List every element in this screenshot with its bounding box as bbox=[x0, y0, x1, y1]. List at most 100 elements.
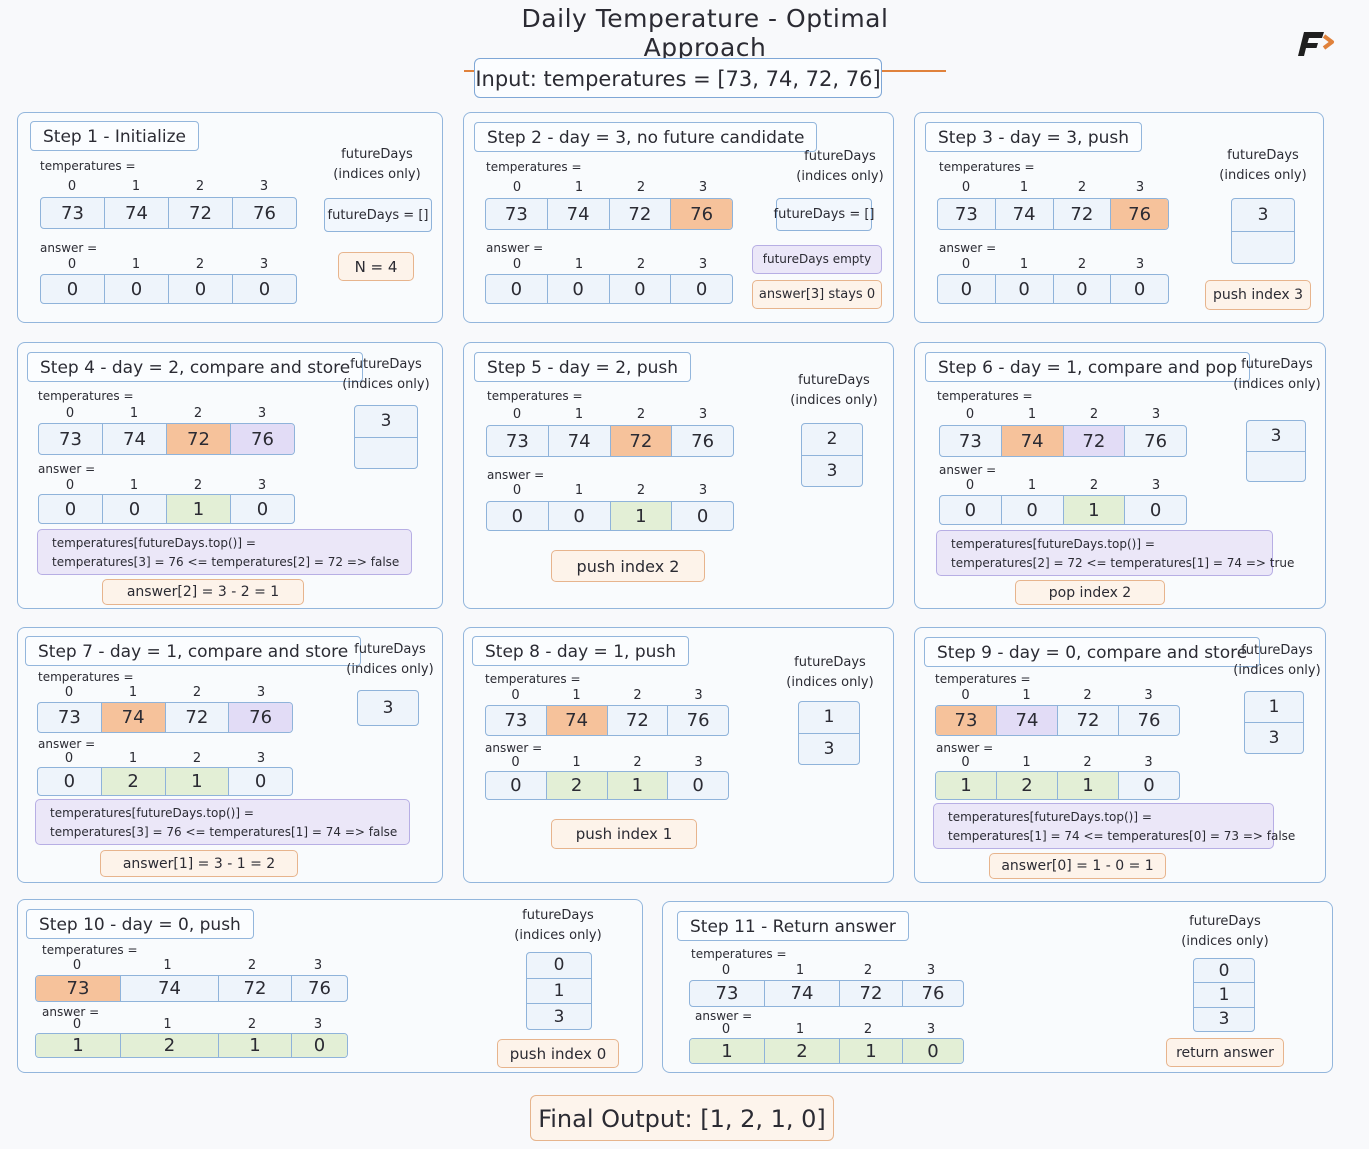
answer-cell-filled: 1 bbox=[167, 495, 231, 523]
temperatures-array: 73 74 72 76 bbox=[689, 980, 964, 1007]
pop-note: pop index 2 bbox=[1015, 580, 1165, 605]
future-days-label: futureDays bbox=[341, 147, 413, 162]
answer-cell-filled: 1 bbox=[1058, 772, 1119, 799]
comparison-line-1: temperatures[futureDays.top()] = bbox=[50, 806, 254, 820]
future-days-stack: 3 bbox=[354, 405, 418, 469]
temperatures-array: 73 74 72 76 bbox=[939, 425, 1187, 457]
page-title: Daily Temperature - Optimal Approach bbox=[464, 4, 946, 72]
future-days-stack: 3 bbox=[1246, 420, 1306, 482]
comparison-note: temperatures[futureDays.top()] = tempera… bbox=[37, 529, 412, 575]
brand-logo-icon bbox=[1294, 26, 1338, 64]
step-title: Step 4 - day = 2, compare and store bbox=[27, 352, 364, 382]
comparison-line-2: temperatures[2] = 72 <= temperatures[1] … bbox=[951, 556, 1295, 570]
indices-only-label: (indices only) bbox=[1233, 663, 1321, 678]
indices-only-label: (indices only) bbox=[346, 662, 434, 677]
answer-cell: 0 bbox=[169, 275, 233, 303]
index-label: 1 bbox=[572, 755, 581, 770]
index-label: 2 bbox=[193, 478, 203, 493]
stack-cell: 1 bbox=[1245, 692, 1303, 723]
index-label: 3 bbox=[256, 751, 266, 766]
index-label: 2 bbox=[636, 257, 646, 272]
answer-label: answer = bbox=[939, 241, 997, 255]
index-label: 3 bbox=[257, 478, 267, 493]
temp-cell: 76 bbox=[1144, 430, 1168, 452]
index-label: 2 bbox=[1077, 180, 1087, 195]
temp-cell: 76 bbox=[686, 710, 710, 731]
answer-label: answer = bbox=[936, 741, 994, 755]
comparison-note: temperatures[futureDays.top()] = tempera… bbox=[35, 799, 410, 845]
stack-cell: 1 bbox=[799, 702, 859, 734]
future-days-empty-note: futureDays empty bbox=[752, 245, 882, 274]
temperatures-label: temperatures = bbox=[935, 672, 1031, 686]
temp-cell: 74 bbox=[121, 976, 219, 1001]
stack-cell: 3 bbox=[1218, 1009, 1230, 1030]
index-label: 1 bbox=[163, 958, 172, 973]
answer-array: 0 0 1 0 bbox=[939, 495, 1187, 525]
future-days-stack: 1 3 bbox=[798, 701, 860, 765]
temp-cell: 72 bbox=[1058, 706, 1119, 735]
indices-only-label: (indices only) bbox=[342, 377, 430, 392]
step-10-panel: Step 10 - day = 0, push temperatures = 0… bbox=[17, 899, 643, 1073]
answer-array: 1 2 1 0 bbox=[689, 1038, 964, 1064]
temperatures-array: 73 74 72 76 bbox=[40, 197, 297, 229]
answer-cell: 0 bbox=[254, 771, 267, 792]
indices-only-label: (indices only) bbox=[1233, 377, 1321, 392]
answer-cell-filled: 1 bbox=[840, 1039, 903, 1063]
index-label: 2 bbox=[636, 483, 646, 498]
temp-cell: 74 bbox=[765, 981, 840, 1006]
answer-label: answer = bbox=[42, 1005, 100, 1019]
temp-cell: 72 bbox=[608, 706, 669, 735]
answer-cell: 0 bbox=[486, 772, 547, 799]
answer-cell-filled: 1 bbox=[1063, 496, 1126, 524]
answer-label: answer = bbox=[38, 462, 96, 476]
step-title: Step 6 - day = 1, compare and pop bbox=[925, 352, 1251, 382]
temperatures-label: temperatures = bbox=[939, 160, 1035, 174]
future-days-label: futureDays bbox=[1241, 643, 1313, 658]
step-title: Step 3 - day = 3, push bbox=[925, 122, 1143, 152]
answer-label: answer = bbox=[486, 241, 544, 255]
future-days-title: futureDays (indices only) bbox=[784, 653, 876, 693]
index-label: 0 bbox=[72, 958, 82, 973]
index-label: 3 bbox=[1135, 257, 1145, 272]
index-label: 3 bbox=[313, 958, 323, 973]
temp-cell: 74 bbox=[996, 199, 1054, 229]
answer-cell: 0 bbox=[41, 275, 105, 303]
index-label: 0 bbox=[965, 407, 975, 422]
stack-cell: 1 bbox=[1194, 983, 1254, 1008]
temperatures-label: temperatures = bbox=[486, 160, 582, 174]
step-title: Step 5 - day = 2, push bbox=[474, 352, 692, 382]
index-label: 0 bbox=[965, 478, 975, 493]
temperatures-array: 73 74 72 76 bbox=[37, 702, 293, 733]
future-days-label: futureDays bbox=[522, 908, 594, 923]
index-label: 0 bbox=[512, 407, 522, 422]
answer-cell: 0 bbox=[1143, 775, 1155, 796]
index-label: 0 bbox=[67, 179, 77, 194]
answer-cell: 0 bbox=[610, 275, 672, 303]
answer-cell-filled: 0 bbox=[903, 1039, 963, 1063]
temp-cell: 72 bbox=[169, 198, 233, 228]
step-title: Step 11 - Return answer bbox=[677, 911, 909, 941]
index-label: 2 bbox=[195, 257, 205, 272]
index-label: 3 bbox=[1151, 407, 1161, 422]
answer-cell-filled: 1 bbox=[936, 772, 997, 799]
index-label: 1 bbox=[574, 407, 584, 422]
answer-cell: 0 bbox=[103, 495, 167, 523]
future-days-stack: 0 1 3 bbox=[1193, 958, 1255, 1032]
temp-cell: 72 bbox=[840, 981, 903, 1006]
index-label: 3 bbox=[259, 179, 269, 194]
stack-cell: 3 bbox=[382, 698, 394, 718]
step-4-panel: Step 4 - day = 2, compare and store temp… bbox=[17, 342, 443, 609]
answer-cell: 0 bbox=[1149, 499, 1162, 521]
index-label: 0 bbox=[64, 751, 74, 766]
temperatures-array: 73 74 72 76 bbox=[38, 423, 295, 455]
stack-cell: 3 bbox=[355, 406, 417, 438]
comparison-line-2: temperatures[1] = 74 <= temperatures[0] … bbox=[948, 829, 1296, 843]
future-days-title: futureDays (indices only) bbox=[344, 640, 436, 680]
answer-label: answer = bbox=[40, 241, 98, 255]
future-days-title: futureDays (indices only) bbox=[1231, 355, 1323, 395]
temp-cell: 72 bbox=[166, 703, 230, 732]
future-days-label: futureDays bbox=[350, 357, 422, 372]
index-label: 0 bbox=[961, 257, 971, 272]
indices-only-label: (indices only) bbox=[1219, 168, 1307, 183]
index-label: 0 bbox=[67, 257, 77, 272]
